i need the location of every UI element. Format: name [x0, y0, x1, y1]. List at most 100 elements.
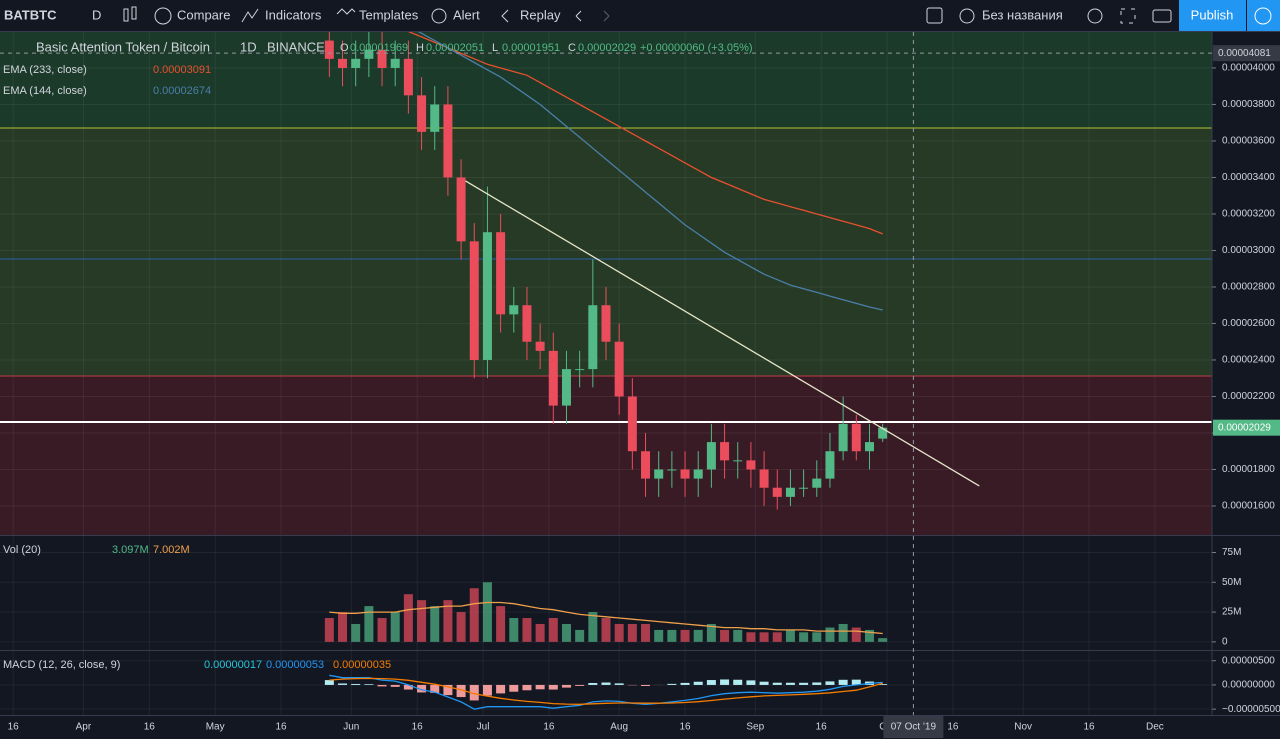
compare-icon[interactable] — [154, 7, 172, 25]
candle-body — [733, 460, 743, 462]
x-tick-label: 16 — [1083, 722, 1095, 733]
macd-hist — [469, 684, 479, 701]
symbol[interactable]: BATBTC — [4, 7, 57, 22]
x-tick-label: 16 — [816, 722, 828, 733]
volume-bar — [838, 623, 848, 642]
chart-style-icon[interactable] — [123, 6, 137, 22]
indicators-icon[interactable] — [241, 8, 259, 23]
volume-bar — [417, 600, 427, 642]
macd-hist — [588, 683, 598, 685]
macd-hist-value: 0.00000017 — [204, 659, 262, 671]
candle-body — [759, 469, 769, 488]
candle-body — [509, 305, 519, 315]
volume-bar — [851, 627, 861, 642]
y-tick-label: 0.00003000 — [1222, 245, 1275, 256]
macd-hist — [390, 684, 400, 687]
y-tick-label: 0.00002400 — [1222, 355, 1275, 366]
vol-name: Vol (20) — [3, 544, 41, 556]
main-pane — [0, 32, 1212, 510]
undo[interactable] — [575, 10, 582, 22]
legend-title: Basic Attention Token / Bitcoin — [36, 39, 210, 54]
axes: 0.000016000.000018000.000020000.00002200… — [0, 32, 1280, 739]
change: +0.00000060 (+3.05%) — [640, 42, 753, 54]
candle-body — [627, 396, 637, 452]
layout-name[interactable]: Без названия — [982, 7, 1063, 22]
macd-hist — [851, 679, 861, 685]
play-button[interactable] — [1247, 0, 1280, 31]
macd-hist — [403, 684, 413, 690]
macd-hist — [825, 681, 835, 685]
candle-body — [430, 104, 440, 132]
volume-bar — [324, 618, 334, 642]
candle-body — [878, 427, 888, 439]
volume-bar — [548, 618, 558, 642]
volume-bar — [733, 629, 743, 642]
macd-hist — [364, 684, 374, 685]
candle-body — [364, 49, 374, 59]
macd-hist — [799, 682, 809, 685]
redo[interactable] — [603, 10, 610, 22]
volume-bar — [377, 618, 387, 642]
publish[interactable]: Publish — [1191, 7, 1234, 22]
macd-hist — [720, 679, 730, 685]
candle-body — [338, 58, 348, 68]
compare[interactable]: Compare — [177, 7, 230, 22]
volume-bar — [654, 629, 664, 642]
settings[interactable] — [1087, 8, 1103, 24]
macd-hist — [772, 682, 782, 685]
play-icon[interactable] — [1254, 7, 1272, 25]
layout-icon[interactable] — [926, 7, 943, 24]
candle-body — [390, 58, 400, 68]
fullscreen[interactable] — [1120, 8, 1136, 24]
x-tick-label: 16 — [412, 722, 424, 733]
templates-icon[interactable] — [336, 8, 356, 15]
candle-body — [469, 241, 479, 360]
volume-bar — [469, 588, 479, 642]
macd-hist — [482, 684, 492, 696]
candle-body — [548, 350, 558, 406]
candle-body — [746, 460, 756, 470]
y-tick-label: 0.00003600 — [1222, 136, 1275, 147]
ema-line — [417, 32, 883, 311]
interval[interactable]: D — [92, 7, 101, 22]
candle-body — [575, 369, 585, 371]
macd-signal-value: 0.00000035 — [333, 659, 391, 671]
vol-value: 3.097M — [112, 544, 149, 556]
volume-bar — [443, 600, 453, 642]
zone — [0, 32, 1212, 129]
indicators[interactable]: Indicators — [265, 7, 322, 22]
zones — [0, 32, 1212, 535]
candle-body — [443, 104, 453, 178]
volume-ma — [329, 601, 883, 635]
x-tick-label: Sep — [746, 722, 764, 733]
x-tick-label: May — [206, 722, 225, 733]
volume-bar — [878, 638, 888, 642]
alert[interactable]: Alert — [453, 7, 480, 22]
x-tick-label: 16 — [275, 722, 287, 733]
volume-bar — [746, 632, 756, 642]
x-tick-label: 16 — [8, 722, 20, 733]
publish-button[interactable] — [1179, 0, 1246, 31]
cursor-price-box — [1213, 45, 1280, 62]
volume-bar — [535, 623, 545, 642]
volume-bar — [338, 612, 348, 642]
candle-body — [403, 58, 413, 96]
snapshot[interactable] — [1152, 9, 1172, 23]
cloud-icon[interactable] — [959, 8, 975, 24]
candle-body — [456, 177, 466, 242]
volume-bar — [364, 606, 374, 642]
candle-body — [838, 423, 848, 452]
candle-body — [588, 305, 598, 370]
replay-icon[interactable] — [501, 9, 509, 23]
templates[interactable]: Templates — [359, 7, 419, 22]
alert-icon[interactable] — [431, 8, 447, 24]
y-tick-label: 0.00000000 — [1222, 680, 1275, 691]
macd-hist — [351, 683, 361, 685]
candle-body — [496, 232, 506, 315]
volume-bar — [601, 618, 611, 642]
candle-body — [812, 478, 822, 488]
volume-bar — [482, 582, 492, 642]
ohlc-value: 0.00001969 — [350, 42, 408, 54]
cursor-date: 07 Oct '19 — [891, 722, 937, 733]
replay[interactable]: Replay — [520, 7, 561, 22]
